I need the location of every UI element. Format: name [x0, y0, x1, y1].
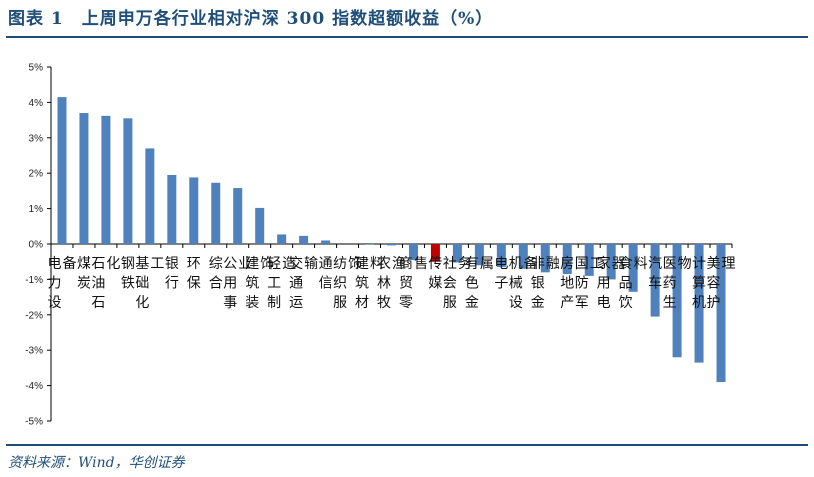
bar — [606, 244, 616, 280]
bar — [430, 244, 440, 262]
category-label: 钢铁 — [121, 256, 135, 292]
y-tick-label: 2% — [29, 169, 44, 180]
bar — [57, 97, 67, 244]
bar — [365, 244, 375, 245]
chart-title: 图表 1 上周申万各行业相对沪深 300 指数超额收益（%） — [8, 9, 494, 29]
bar — [672, 244, 682, 358]
category-label: 非银金 — [531, 256, 545, 311]
category-label: 商贸零 — [399, 256, 413, 311]
category-label: 电力设 — [47, 256, 61, 311]
category-label: 医药生 — [663, 256, 677, 311]
category-label: 属 — [480, 256, 494, 272]
category-label: 计算机 — [692, 256, 706, 311]
category-label: 美容护 — [707, 256, 721, 311]
category-label: 业 — [238, 256, 252, 272]
category-label: 食品饮 — [619, 255, 633, 311]
category-label: 建筑装 — [245, 256, 259, 311]
bar — [299, 235, 309, 244]
bar — [716, 244, 726, 383]
y-tick-label: -3% — [25, 346, 43, 357]
category-label: 化 — [106, 256, 120, 272]
category-label: 物 — [678, 256, 692, 272]
bar — [474, 244, 484, 266]
bar — [650, 244, 660, 317]
bar — [694, 244, 704, 363]
category-label: 饰 — [260, 256, 274, 272]
bar — [562, 244, 572, 275]
category-label: 传媒 — [428, 256, 442, 292]
category-label: 煤炭 — [77, 256, 91, 292]
bar — [277, 234, 287, 244]
category-label: 公用事 — [223, 256, 237, 311]
category-label: 融 — [546, 256, 560, 272]
bar — [452, 244, 462, 263]
y-tick-label: 5% — [29, 63, 44, 74]
category-label: 建筑材 — [355, 256, 369, 311]
category-label: 售 — [414, 256, 428, 272]
category-label: 通信 — [319, 256, 333, 292]
bar — [167, 174, 177, 244]
category-label: 家用电 — [597, 255, 611, 311]
category-label: 备 — [62, 255, 76, 272]
bar — [101, 115, 111, 245]
y-tick-label: 1% — [29, 204, 44, 215]
category-label: 社会服 — [443, 256, 457, 311]
category-label: 有色金 — [465, 256, 479, 311]
category-label: 国防军 — [575, 256, 589, 311]
category-label: 银行 — [165, 256, 179, 292]
bar — [189, 177, 199, 244]
title-rule — [6, 36, 808, 38]
category-label: 饰 — [348, 256, 362, 272]
category-label: 基础化 — [135, 255, 149, 311]
category-label: 交通运 — [289, 255, 303, 311]
category-label: 房地产 — [560, 256, 574, 311]
category-label: 汽车 — [648, 256, 662, 292]
y-tick-label: 0% — [29, 240, 44, 251]
category-label: 输 — [304, 256, 318, 272]
category-label: 石油石 — [91, 256, 105, 311]
bar — [387, 244, 396, 246]
category-label: 料 — [370, 256, 384, 272]
footer-rule — [6, 444, 808, 446]
category-label: 器 — [612, 256, 626, 272]
y-tick-label: 3% — [29, 133, 44, 144]
y-tick-label: -5% — [25, 417, 43, 428]
category-label: 轻工制 — [267, 256, 281, 311]
category-label: 料 — [634, 256, 648, 272]
category-label: 电子 — [494, 256, 508, 292]
bar — [496, 244, 506, 268]
y-tick-label: -1% — [25, 275, 43, 286]
category-label: 备 — [524, 255, 538, 272]
bar — [79, 113, 89, 245]
y-tick-label: 4% — [29, 98, 44, 109]
category-label: 理 — [722, 256, 736, 272]
category-label: 综合 — [209, 256, 223, 292]
bar — [321, 240, 331, 244]
category-label: 机械设 — [509, 256, 523, 311]
y-tick-label: -2% — [25, 310, 43, 321]
bar — [518, 244, 528, 269]
bar — [123, 118, 133, 244]
bar — [628, 244, 638, 292]
category-label: 环保 — [187, 256, 201, 292]
bar — [233, 188, 243, 244]
bar — [408, 244, 418, 260]
bar — [540, 244, 550, 273]
source-note: 资料来源：Wind，华创证券 — [8, 455, 185, 471]
category-label: 工 — [590, 256, 604, 272]
bar — [255, 207, 265, 244]
bar — [145, 148, 155, 244]
category-label: 渔 — [392, 256, 406, 272]
category-label: 农林牧 — [377, 256, 391, 311]
category-label: 工 — [150, 256, 164, 272]
bar — [584, 244, 594, 276]
category-label: 造 — [282, 256, 296, 272]
category-label: 务 — [458, 256, 472, 272]
category-label: 纺织服 — [333, 256, 347, 311]
bar — [211, 182, 221, 244]
y-tick-label: -4% — [25, 381, 43, 392]
